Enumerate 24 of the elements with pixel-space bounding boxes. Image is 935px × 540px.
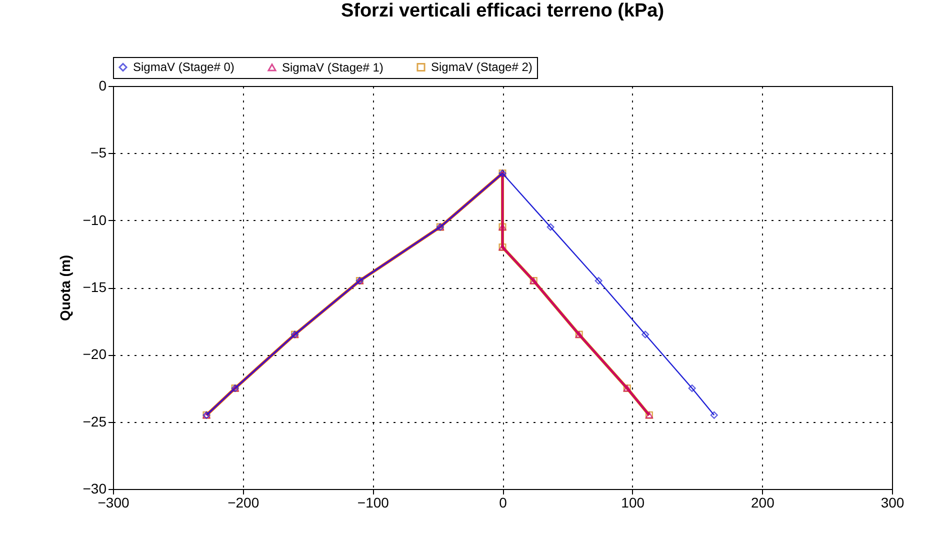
legend-label: SigmaV (Stage# 2) (431, 60, 532, 74)
legend-label: SigmaV (Stage# 1) (282, 60, 384, 74)
x-tick-label: 100 (621, 494, 645, 510)
y-tick-label: 0 (98, 78, 107, 94)
x-tick-label: 200 (750, 494, 775, 510)
point (546, 223, 554, 231)
legend-label: SigmaV (Stage# 0) (133, 60, 234, 74)
y-tick-label: −25 (82, 413, 107, 430)
x-tick-label: −300 (98, 494, 130, 510)
x-tick-label: −100 (357, 494, 390, 510)
y-axis-title: Quota (m) (56, 254, 73, 322)
point (594, 277, 602, 285)
y-tick-label: −5 (90, 144, 107, 161)
point (688, 384, 696, 392)
point (710, 411, 718, 419)
x-tick-label: 300 (880, 494, 904, 510)
y-tick-label: −30 (82, 480, 107, 496)
y-tick-label: −15 (82, 279, 107, 295)
x-tick-label: −200 (228, 494, 260, 510)
x-tick-label: 0 (499, 494, 508, 510)
y-tick-label: −10 (82, 212, 107, 228)
point (642, 330, 650, 338)
chart-title: Sforzi verticali efficaci terreno (kPa) (340, 0, 664, 22)
y-tick-label: −20 (82, 346, 107, 362)
